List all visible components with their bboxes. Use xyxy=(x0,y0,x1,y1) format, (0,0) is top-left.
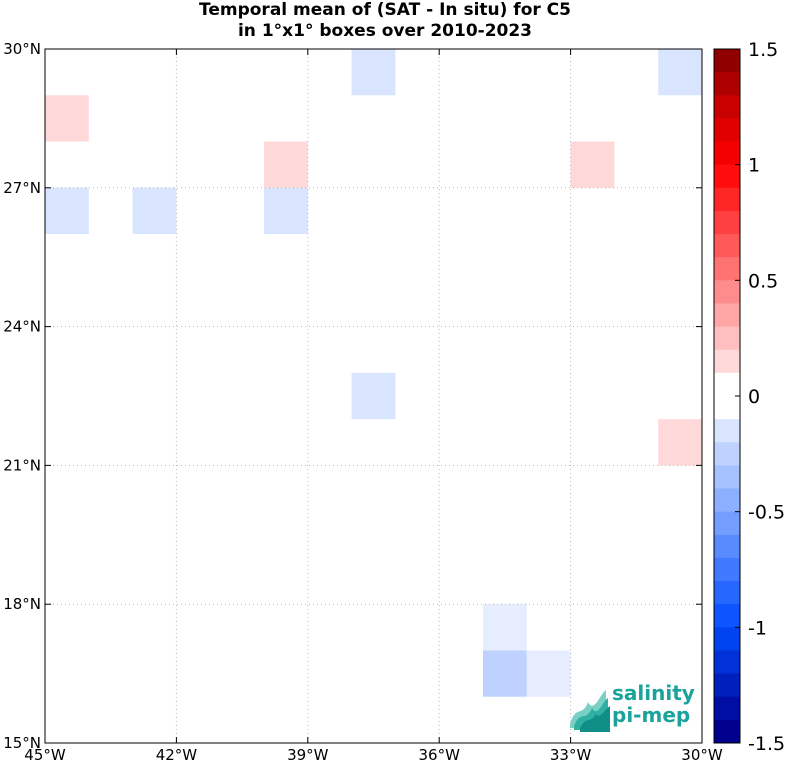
colorbar-step xyxy=(714,95,740,119)
map-cell xyxy=(132,187,177,235)
colorbar-step xyxy=(714,326,740,351)
colorbar-tick-label: 1.5 xyxy=(748,39,778,61)
colorbar-tick-label: 0.5 xyxy=(748,270,778,292)
logo-line-1: salinity xyxy=(612,681,695,705)
colorbar-tick-label: 1 xyxy=(748,155,760,177)
lat-ticks: 15°N 18°N 21°N 24°N 27°N 30°N xyxy=(3,40,702,752)
map-cell xyxy=(483,650,527,697)
map-cell xyxy=(658,419,702,466)
colorbar-step xyxy=(714,419,740,443)
colorbar-tick-label: -1.5 xyxy=(748,733,785,755)
colorbar-step xyxy=(714,673,740,698)
colorbar-step xyxy=(714,442,740,466)
lon-ticks: 45°W 42°W 39°W 36°W 33°W 30°W xyxy=(24,49,723,763)
map-cell xyxy=(45,187,89,235)
colorbar-tick-label: -0.5 xyxy=(748,502,785,524)
colorbar-step xyxy=(714,465,740,490)
chart-title: Temporal mean of (SAT - In situ) for C5 … xyxy=(0,0,770,42)
colorbar-step xyxy=(714,141,740,166)
colorbar-step xyxy=(714,349,740,374)
map-cell xyxy=(45,95,89,142)
colorbar-step xyxy=(714,72,740,96)
lat-tick-label: 27°N xyxy=(3,179,41,197)
logo-text: salinity pi-mep xyxy=(612,682,695,726)
colorbar-step xyxy=(714,234,740,258)
colorbar-step xyxy=(714,257,740,281)
colorbar-step xyxy=(714,627,740,651)
logo-line-2: pi-mep xyxy=(612,703,691,727)
title-line-2: in 1°x1° boxes over 2010-2023 xyxy=(237,21,533,41)
colorbar: 1.5 1 0.5 0 -0.5 -1 -1.5 xyxy=(713,39,785,755)
colorbar-step xyxy=(714,696,740,721)
map-cell xyxy=(483,604,527,651)
colorbar-step xyxy=(714,187,740,212)
colorbar-step xyxy=(714,581,740,605)
lat-tick-label: 21°N xyxy=(3,456,41,474)
lat-tick-label: 18°N xyxy=(3,595,41,613)
salinity-pimep-logo xyxy=(566,684,694,732)
colorbar-step xyxy=(714,118,740,143)
colorbar-step xyxy=(714,511,740,536)
lat-tick-label: 24°N xyxy=(3,318,41,336)
cells-layer xyxy=(45,49,702,697)
lon-tick-label: 39°W xyxy=(287,746,329,763)
colorbar-step xyxy=(714,372,740,397)
lon-tick-label: 42°W xyxy=(156,746,198,763)
title-line-1: Temporal mean of (SAT - In situ) for C5 xyxy=(199,0,571,20)
colorbar-step xyxy=(714,604,740,628)
map-cell xyxy=(264,141,308,188)
colorbar-tick-label: 0 xyxy=(748,386,760,408)
lat-tick-label: 30°N xyxy=(3,40,41,58)
colorbar-step xyxy=(714,488,740,513)
colorbar-step xyxy=(714,534,740,559)
lat-tick-label: 15°N xyxy=(3,734,41,752)
map-cell xyxy=(264,187,308,235)
lon-tick-label: 30°W xyxy=(681,746,723,763)
map-cell xyxy=(570,141,615,188)
map-cell xyxy=(351,49,396,96)
lon-tick-label: 36°W xyxy=(418,746,460,763)
map-plot-area: 45°W 42°W 39°W 36°W 33°W 30°W 15°N 18°N 21°N 24°… xyxy=(3,40,723,763)
colorbar-step xyxy=(714,303,740,328)
colorbar-step xyxy=(714,280,740,304)
colorbar-step xyxy=(714,49,740,73)
map-cell xyxy=(526,650,571,697)
map-frame xyxy=(44,48,703,744)
colorbar-step xyxy=(714,557,740,582)
lon-tick-label: 33°W xyxy=(550,746,592,763)
colorbar-step xyxy=(714,719,740,744)
colorbar-tick-label: -1 xyxy=(748,617,767,639)
map-cell xyxy=(658,49,702,96)
lon-tick-label: 45°W xyxy=(24,746,66,763)
colorbar-step xyxy=(714,164,740,189)
map-cell xyxy=(351,372,396,420)
colorbar-step xyxy=(714,396,740,420)
colorbar-step xyxy=(714,210,740,235)
wave-logo-icon xyxy=(570,690,610,732)
colorbar-step xyxy=(714,650,740,675)
